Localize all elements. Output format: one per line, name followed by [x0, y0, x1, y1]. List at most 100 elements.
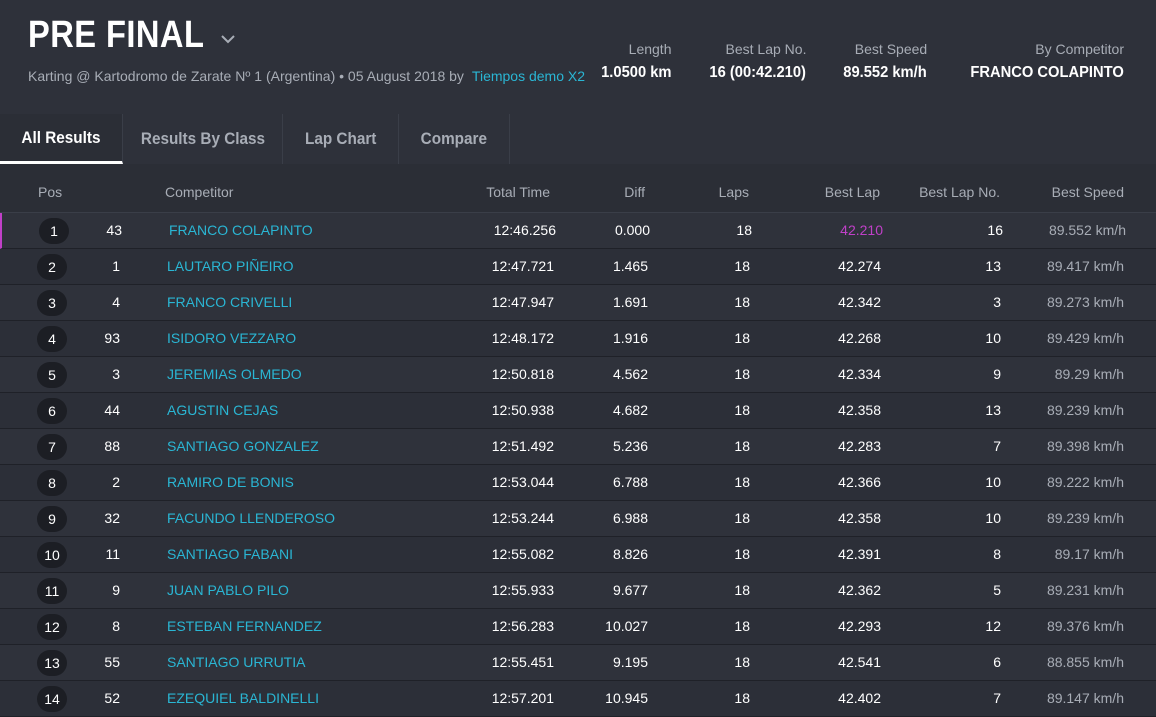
session-subtitle: Karting @ Kartodromo de Zarate Nº 1 (Arg… [28, 66, 588, 86]
total-time: 12:47.721 [491, 258, 554, 274]
col-diff[interactable]: Diff [624, 184, 645, 200]
laps: 18 [734, 582, 750, 598]
competitor-name[interactable]: FACUNDO LLENDEROSO [167, 510, 336, 526]
kart-number: 1 [112, 258, 120, 274]
col-total-time[interactable]: Total Time [486, 184, 550, 200]
best-speed: 89.552 km/h [1048, 222, 1126, 238]
best-lap: 42.283 [838, 438, 881, 454]
table-row[interactable]: 6 44 AGUSTIN CEJAS 12:50.938 4.682 18 42.358 13… [0, 393, 1156, 429]
col-pos[interactable]: Pos [38, 184, 63, 200]
best-speed: 89.231 km/h [1046, 582, 1124, 598]
table-row[interactable]: 11 9 JUAN PABLO PILO 12:55.933 9.677 18 42.362… [0, 573, 1156, 609]
best-speed: 88.855 km/h [1046, 654, 1124, 670]
best-lap: 42.293 [838, 618, 881, 634]
table-row[interactable]: 14 52 EZEQUIEL BALDINELLI 12:57.201 10.945 18… [0, 681, 1156, 717]
competitor-name[interactable]: SANTIAGO FABANI [167, 546, 294, 562]
col-competitor[interactable]: Competitor [165, 184, 234, 200]
table-row[interactable]: 7 88 SANTIAGO GONZALEZ 12:51.492 5.236 18 42.2… [0, 429, 1156, 465]
table-header: Pos Competitor Total Time Diff Laps Best… [0, 164, 1156, 213]
kart-number: 88 [104, 438, 120, 454]
diff: 6.988 [612, 510, 648, 526]
position-badge: 3 [37, 290, 67, 316]
best-lap-no: 12 [985, 618, 1001, 634]
diff: 0.000 [614, 222, 650, 238]
stat-value: 1.0500 km [601, 64, 672, 81]
best-lap-no: 10 [985, 510, 1001, 526]
chevron-down-icon[interactable] [219, 30, 237, 48]
competitor-name[interactable]: JUAN PABLO PILO [167, 582, 289, 598]
organizer-link[interactable]: Tiempos demo X2 [471, 68, 586, 84]
table-row[interactable]: 2 1 LAUTARO PIÑEIRO 12:47.721 1.465 18 42.274 1… [0, 249, 1156, 285]
diff: 10.945 [605, 690, 648, 706]
competitor-name[interactable]: LAUTARO PIÑEIRO [167, 258, 294, 274]
best-lap-no: 6 [993, 654, 1001, 670]
competitor-name[interactable]: JEREMIAS OLMEDO [167, 366, 302, 382]
col-laps[interactable]: Laps [718, 184, 749, 200]
best-lap: 42.342 [838, 294, 881, 310]
best-speed: 89.239 km/h [1046, 510, 1124, 526]
total-time: 12:53.044 [491, 474, 554, 490]
kart-number: 11 [105, 546, 120, 562]
results-table: Pos Competitor Total Time Diff Laps Best… [0, 164, 1156, 717]
col-best-speed[interactable]: Best Speed [1051, 184, 1124, 200]
table-row[interactable]: 10 11 SANTIAGO FABANI 12:55.082 8.826 18 42.39… [0, 537, 1156, 573]
kart-number: 9 [112, 582, 120, 598]
laps: 18 [734, 546, 750, 562]
kart-number: 52 [104, 690, 120, 706]
competitor-name[interactable]: FRANCO CRIVELLI [167, 294, 293, 310]
kart-number: 43 [106, 222, 122, 238]
stat-label: Best Lap No. [725, 41, 807, 57]
tab-label: Lap Chart [304, 129, 377, 148]
competitor-name[interactable]: ESTEBAN FERNANDEZ [167, 618, 322, 634]
laps: 18 [734, 366, 750, 382]
table-row[interactable]: 1 43 FRANCO COLAPINTO 12:46.256 0.000 18 42.21… [0, 213, 1156, 249]
position-badge: 6 [37, 398, 67, 424]
laps: 18 [734, 438, 750, 454]
tab-results-by-class[interactable]: Results By Class [123, 114, 283, 164]
stat-value: FRANCO COLAPINTO [970, 64, 1124, 81]
table-row[interactable]: 12 8 ESTEBAN FERNANDEZ 12:56.283 10.027 18 42.… [0, 609, 1156, 645]
title-row[interactable]: PRE FINAL [28, 14, 237, 57]
competitor-name[interactable]: EZEQUIEL BALDINELLI [167, 690, 319, 706]
col-best-lap[interactable]: Best Lap [824, 184, 880, 200]
tab-lap-chart[interactable]: Lap Chart [283, 114, 399, 164]
diff: 1.465 [612, 258, 648, 274]
table-row[interactable]: 5 3 JEREMIAS OLMEDO 12:50.818 4.562 18 42.334 9… [0, 357, 1156, 393]
best-speed: 89.429 km/h [1046, 330, 1124, 346]
best-speed: 89.147 km/h [1046, 690, 1124, 706]
table-row[interactable]: 13 55 SANTIAGO URRUTIA 12:55.451 9.195 18 42.5… [0, 645, 1156, 681]
tab-all-results[interactable]: All Results [0, 114, 123, 164]
competitor-name[interactable]: FRANCO COLAPINTO [169, 222, 313, 238]
best-lap-no: 3 [993, 294, 1001, 310]
kart-number: 4 [112, 294, 120, 310]
diff: 10.027 [605, 618, 648, 634]
best-lap-no: 13 [985, 258, 1001, 274]
best-lap: 42.268 [838, 330, 881, 346]
best-lap: 42.358 [838, 402, 881, 418]
best-speed: 89.29 km/h [1054, 366, 1124, 382]
kart-number: 8 [112, 618, 120, 634]
competitor-name[interactable]: AGUSTIN CEJAS [167, 402, 279, 418]
position-badge: 10 [37, 542, 67, 568]
diff: 1.691 [612, 294, 648, 310]
tab-compare[interactable]: Compare [399, 114, 510, 164]
stat-by-competitor: By Competitor FRANCO COLAPINTO [957, 40, 1124, 84]
tab-label: Compare [420, 129, 488, 148]
table-row[interactable]: 4 93 ISIDORO VEZZARO 12:48.172 1.916 18 42.268… [0, 321, 1156, 357]
competitor-name[interactable]: RAMIRO DE BONIS [167, 474, 294, 490]
col-best-lap-no[interactable]: Best Lap No. [919, 184, 1000, 200]
best-lap-no: 7 [993, 690, 1001, 706]
laps: 18 [734, 294, 750, 310]
competitor-name[interactable]: SANTIAGO GONZALEZ [167, 438, 319, 454]
competitor-name[interactable]: ISIDORO VEZZARO [167, 330, 297, 346]
table-row[interactable]: 3 4 FRANCO CRIVELLI 12:47.947 1.691 18 42.342 3… [0, 285, 1156, 321]
best-lap-no: 16 [987, 222, 1003, 238]
position-badge: 13 [37, 650, 67, 676]
competitor-name[interactable]: SANTIAGO URRUTIA [167, 654, 306, 670]
position-badge: 14 [37, 686, 67, 712]
diff: 5.236 [612, 438, 648, 454]
laps: 18 [734, 330, 750, 346]
table-row[interactable]: 8 2 RAMIRO DE BONIS 12:53.044 6.788 18 42.366 1… [0, 465, 1156, 501]
table-row[interactable]: 9 32 FACUNDO LLENDEROSO 12:53.244 6.988 18 42.… [0, 501, 1156, 537]
best-lap-no: 9 [993, 366, 1001, 382]
